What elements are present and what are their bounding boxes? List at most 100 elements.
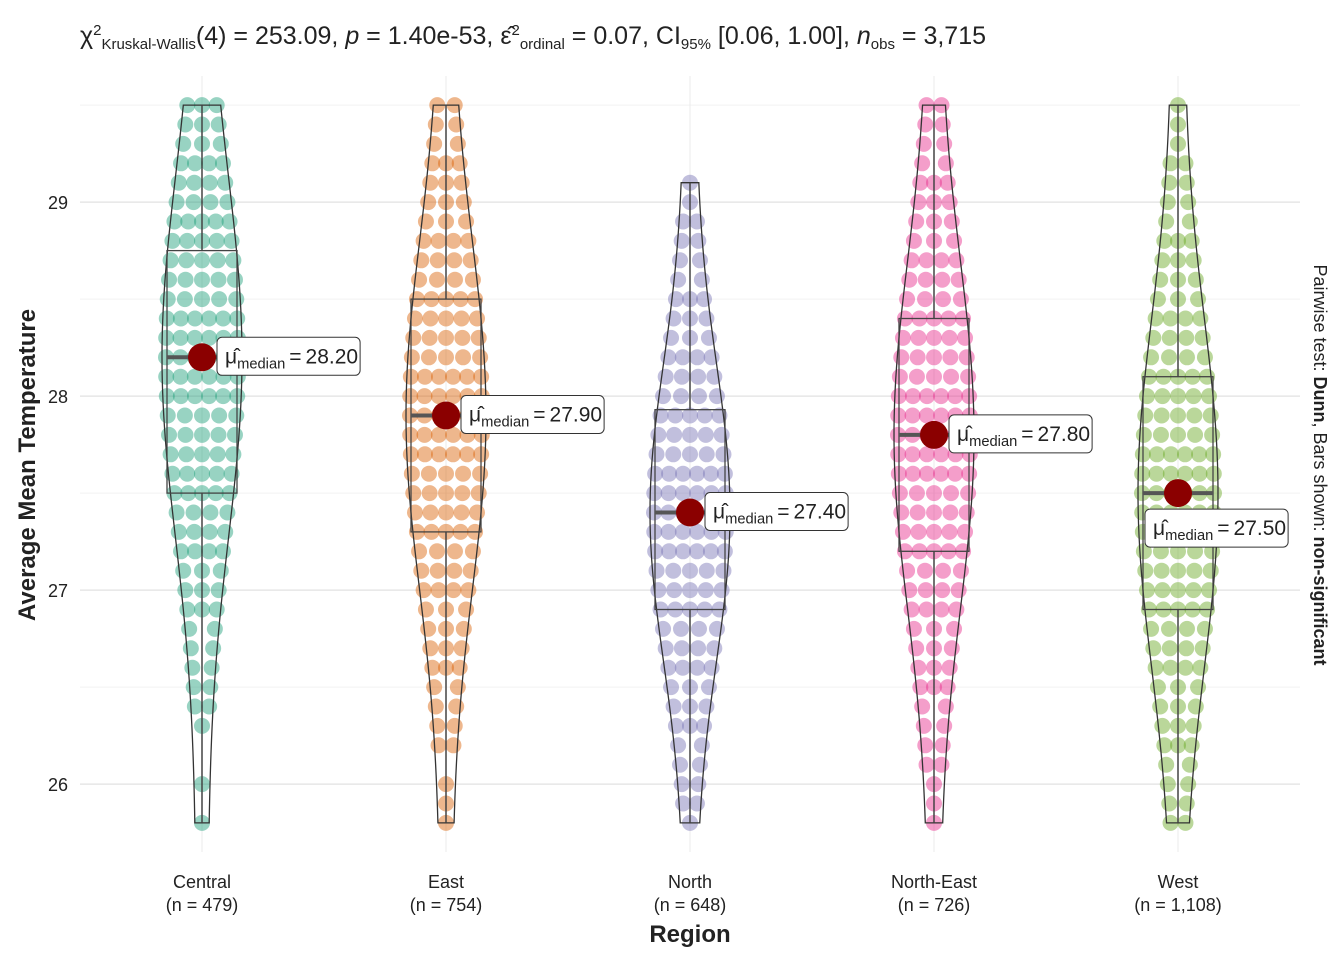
point <box>926 349 942 366</box>
point <box>650 426 667 443</box>
point <box>708 388 725 405</box>
x-tick-label: North-East <box>891 872 977 892</box>
point <box>903 252 920 269</box>
point <box>212 562 229 579</box>
violin <box>405 104 487 824</box>
x-tick-label: East <box>428 872 464 892</box>
point <box>1135 426 1152 443</box>
point <box>917 582 934 599</box>
point <box>673 640 690 657</box>
point <box>159 407 176 424</box>
point-row <box>161 426 243 443</box>
point <box>1143 620 1160 637</box>
text-part: = <box>1217 517 1229 540</box>
point <box>225 252 242 269</box>
point <box>172 310 189 327</box>
point <box>1192 659 1209 676</box>
point <box>201 523 218 540</box>
point <box>890 407 907 424</box>
point <box>682 582 698 599</box>
point <box>402 426 419 443</box>
point <box>1170 388 1186 405</box>
point <box>445 737 462 754</box>
x-tick-label: North <box>668 872 712 892</box>
point <box>1145 329 1162 346</box>
point <box>228 407 245 424</box>
point <box>914 155 931 172</box>
point <box>946 620 963 637</box>
point-row <box>1138 582 1218 599</box>
point <box>1178 329 1195 346</box>
point <box>455 465 472 482</box>
point <box>185 679 202 696</box>
point <box>937 698 954 715</box>
text-part: , Bars shown: <box>1310 422 1330 536</box>
point <box>657 640 674 657</box>
point <box>1186 562 1203 579</box>
point <box>1178 349 1195 366</box>
point <box>917 116 934 133</box>
point <box>1202 407 1219 424</box>
point <box>663 329 680 346</box>
point <box>706 368 723 385</box>
point <box>1154 582 1171 599</box>
point <box>926 368 942 385</box>
point <box>894 329 911 346</box>
point <box>691 756 708 773</box>
point <box>904 446 921 463</box>
text-part: 27.40 <box>794 501 847 524</box>
median-label-box <box>216 336 361 376</box>
point <box>943 368 960 385</box>
point <box>947 465 964 482</box>
point <box>210 582 227 599</box>
point <box>901 582 918 599</box>
point <box>415 232 432 249</box>
point <box>655 620 672 637</box>
point <box>713 582 730 599</box>
point <box>715 562 732 579</box>
point <box>455 194 472 211</box>
point <box>429 562 446 579</box>
point <box>228 291 245 308</box>
point <box>459 368 476 385</box>
text-part: 27.50 <box>1234 517 1287 540</box>
point-row <box>162 446 242 463</box>
point <box>696 717 713 734</box>
point <box>646 523 663 540</box>
text-part: median <box>481 414 529 430</box>
x-tick-label: West <box>1158 872 1199 892</box>
point <box>1181 213 1198 230</box>
point <box>405 485 422 502</box>
point <box>1152 698 1169 715</box>
point <box>1201 388 1218 405</box>
point-row <box>173 543 231 560</box>
point <box>1162 310 1179 327</box>
point <box>702 543 719 560</box>
point <box>1191 446 1208 463</box>
point <box>1187 271 1204 288</box>
point <box>1177 155 1194 172</box>
point <box>208 465 225 482</box>
point <box>206 620 223 637</box>
point <box>411 271 428 288</box>
point <box>472 465 489 482</box>
point <box>1178 620 1195 637</box>
point <box>203 659 220 676</box>
point <box>674 659 691 676</box>
point <box>670 271 687 288</box>
point <box>194 465 210 482</box>
point <box>667 717 684 734</box>
point <box>665 310 682 327</box>
text-part: median <box>725 511 773 527</box>
point <box>1154 252 1171 269</box>
point <box>166 213 183 230</box>
point-row <box>406 504 486 521</box>
point <box>693 271 710 288</box>
point <box>210 426 227 443</box>
point <box>1178 174 1195 191</box>
point <box>1162 659 1179 676</box>
point <box>168 504 185 521</box>
point <box>942 349 959 366</box>
point <box>908 368 925 385</box>
point <box>904 465 921 482</box>
